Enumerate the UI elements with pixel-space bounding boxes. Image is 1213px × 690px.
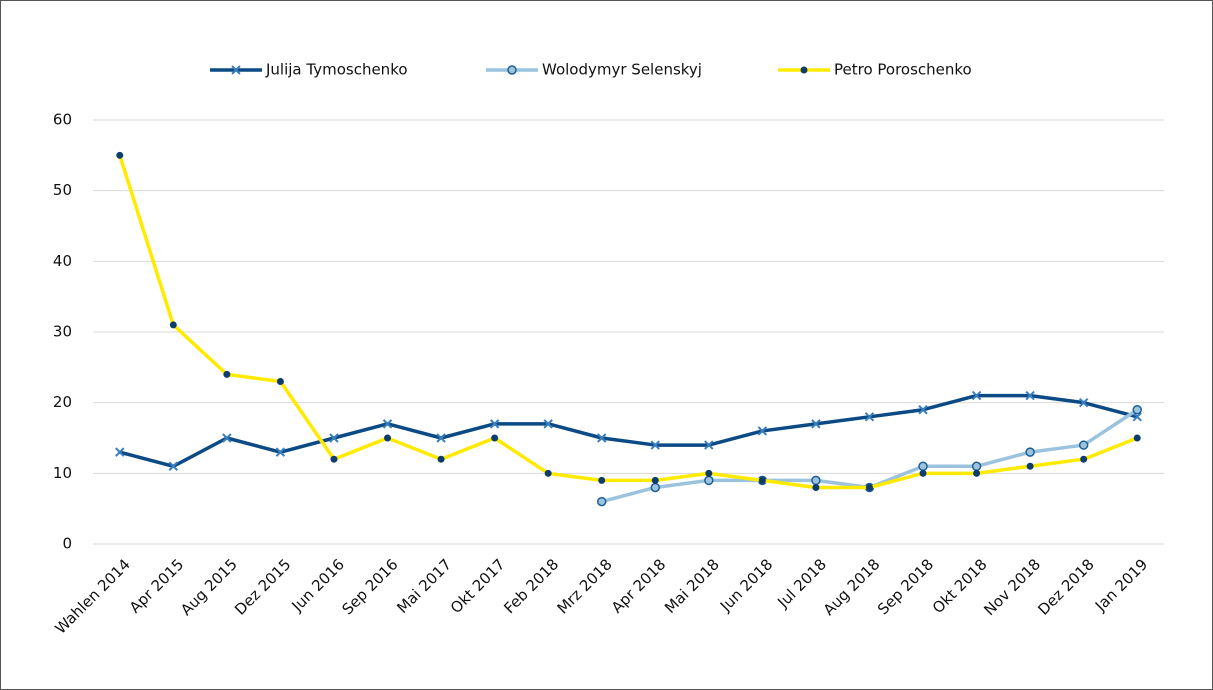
marker xyxy=(811,419,821,429)
marker xyxy=(544,469,552,477)
legend-label: Petro Poroschenko xyxy=(834,61,972,79)
marker xyxy=(222,433,232,443)
y-tick-label: 10 xyxy=(53,464,72,482)
marker xyxy=(1080,455,1088,463)
marker xyxy=(436,433,446,443)
marker xyxy=(1078,397,1089,408)
marker xyxy=(758,476,766,484)
marker xyxy=(169,321,177,329)
marker xyxy=(168,461,179,471)
marker xyxy=(382,419,393,429)
marker xyxy=(597,433,607,443)
marker xyxy=(329,433,339,443)
marker xyxy=(1025,390,1035,401)
marker xyxy=(1025,447,1035,457)
marker xyxy=(865,483,873,491)
y-tick-label: 50 xyxy=(53,181,72,199)
marker xyxy=(811,475,821,486)
marker xyxy=(1133,434,1141,442)
legend-marker xyxy=(800,66,808,74)
legend-marker xyxy=(507,65,517,75)
marker xyxy=(489,419,500,429)
marker xyxy=(115,447,125,457)
marker xyxy=(864,412,875,422)
marker xyxy=(1132,412,1142,422)
y-tick-label: 20 xyxy=(53,393,72,411)
marker xyxy=(812,483,820,491)
marker xyxy=(919,469,927,477)
series-line xyxy=(118,154,1138,490)
marker xyxy=(918,461,928,472)
marker xyxy=(491,434,499,442)
marker xyxy=(598,476,606,484)
marker xyxy=(651,476,659,484)
y-tick-label: 60 xyxy=(53,111,72,129)
marker xyxy=(116,151,124,159)
y-tick-label: 0 xyxy=(62,535,72,553)
marker xyxy=(384,434,392,442)
legend-label: Wolodymyr Selenskyj xyxy=(542,61,702,79)
marker xyxy=(705,469,713,477)
marker xyxy=(918,405,928,415)
legend-marker xyxy=(231,65,241,75)
marker xyxy=(223,370,231,378)
marker xyxy=(275,447,286,457)
legend-label: Julija Tymoschenko xyxy=(265,61,408,79)
marker xyxy=(971,461,982,472)
marker xyxy=(704,475,714,486)
marker xyxy=(973,469,981,477)
marker xyxy=(596,496,607,507)
marker xyxy=(1078,440,1089,450)
marker xyxy=(704,440,714,450)
marker xyxy=(543,419,553,429)
marker xyxy=(757,426,768,436)
marker xyxy=(276,377,284,385)
marker xyxy=(971,390,982,401)
marker xyxy=(330,455,338,463)
y-tick-label: 40 xyxy=(53,252,72,270)
y-tick-label: 30 xyxy=(53,323,72,341)
marker xyxy=(437,455,445,463)
marker xyxy=(650,440,660,450)
series-line xyxy=(119,393,1138,469)
marker xyxy=(650,482,661,493)
marker xyxy=(1026,462,1034,470)
marker xyxy=(1132,404,1142,415)
